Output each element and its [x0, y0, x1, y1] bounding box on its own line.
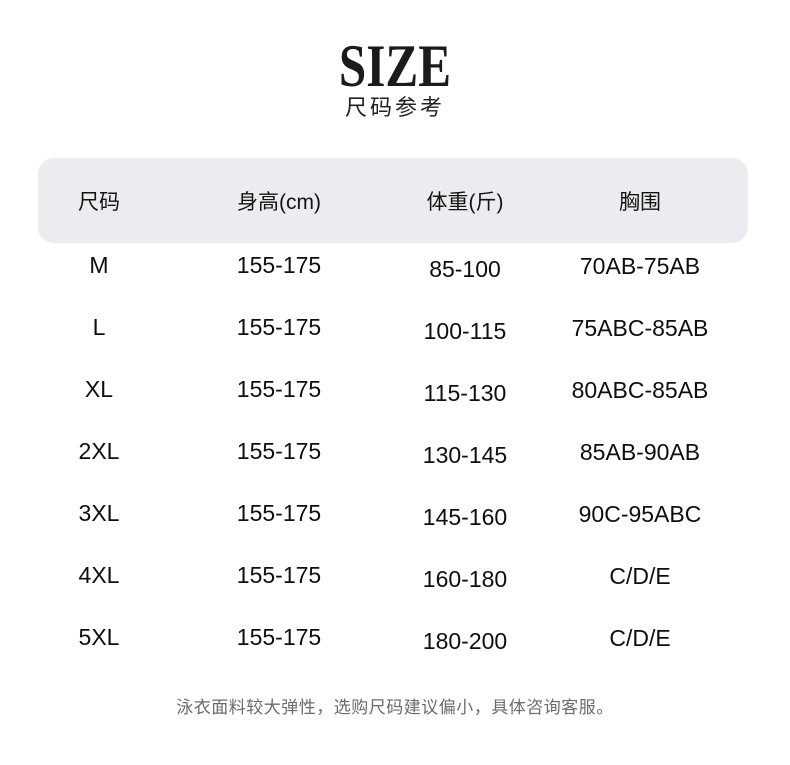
cell-weight: 180-200	[422, 627, 508, 654]
table-row: L 155-175 100-115 75ABC-85AB	[38, 296, 748, 358]
cell-bust: 85AB-90AB	[579, 438, 701, 465]
cell-size: 4XL	[78, 561, 120, 588]
cell-bust: 80ABC-85AB	[571, 376, 709, 403]
cell-height: 155-175	[236, 499, 322, 526]
cell-weight: 160-180	[422, 565, 508, 592]
table-body: M 155-175 85-100 70AB-75AB L 155-175 100-115 75…	[38, 234, 748, 668]
cell-bust: C/D/E	[609, 562, 671, 589]
table-row: 3XL 155-175 145-160 90C-95ABC	[38, 482, 748, 544]
cell-weight: 130-145	[422, 441, 508, 468]
table-header-row: 尺码 身高(cm) 体重(斤) 胸围	[38, 158, 748, 243]
cell-height: 155-175	[236, 623, 322, 650]
table-row: 4XL 155-175 160-180 C/D/E	[38, 544, 748, 606]
cell-weight: 115-130	[423, 379, 507, 406]
col-header-height: 身高(cm)	[237, 190, 321, 214]
cell-bust: 75ABC-85AB	[571, 314, 709, 341]
cell-size: L	[92, 313, 106, 340]
cell-size: 2XL	[78, 437, 120, 464]
cell-size: 5XL	[78, 623, 120, 650]
page-title: SIZE	[338, 33, 452, 99]
cell-height: 155-175	[236, 251, 322, 278]
cell-height: 155-175	[236, 437, 322, 464]
table-row: M 155-175 85-100 70AB-75AB	[38, 234, 748, 296]
col-header-size: 尺码	[78, 190, 120, 214]
cell-bust: 70AB-75AB	[579, 252, 701, 279]
cell-weight: 100-115	[423, 317, 507, 344]
cell-size: M	[89, 251, 109, 278]
cell-weight: 145-160	[422, 503, 508, 530]
col-header-weight: 体重(斤)	[426, 190, 504, 214]
page-subtitle: 尺码参考	[344, 95, 445, 120]
cell-weight: 85-100	[429, 255, 501, 282]
col-header-bust: 胸围	[619, 190, 661, 214]
cell-size: 3XL	[78, 499, 120, 526]
cell-height: 155-175	[236, 313, 322, 340]
table-row: XL 155-175 115-130 80ABC-85AB	[38, 358, 748, 420]
cell-height: 155-175	[236, 375, 322, 402]
cell-bust: 90C-95ABC	[578, 500, 702, 527]
table-row: 2XL 155-175 130-145 85AB-90AB	[38, 420, 748, 482]
cell-size: XL	[84, 375, 114, 402]
table-row: 5XL 155-175 180-200 C/D/E	[38, 606, 748, 668]
footer-note: 泳衣面料较大弹性，选购尺码建议偏小，具体咨询客服。	[176, 698, 614, 717]
cell-height: 155-175	[236, 561, 322, 588]
cell-bust: C/D/E	[609, 624, 671, 651]
